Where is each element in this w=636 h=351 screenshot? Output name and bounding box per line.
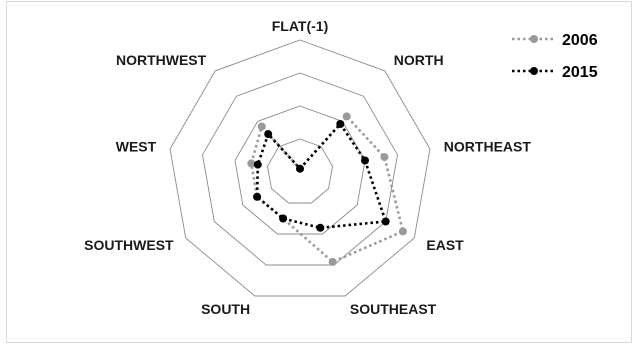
category-labels: FLAT(-1) NORTH NORTHEAST EAST SOUTHEAST SOUTH…: [84, 18, 531, 317]
legend-marker-2015: [530, 67, 538, 75]
axis-label-flat-1: FLAT(-1): [272, 18, 329, 34]
legend-marker-2006: [530, 35, 538, 43]
legend-item-2006: 2006: [512, 32, 598, 49]
grid-ring-1: [267, 138, 333, 204]
series-line-2015: [255, 121, 388, 230]
legend-label-2006: 2006: [562, 32, 598, 49]
data-point-2015-northwest: [264, 130, 273, 139]
data-point-2015-west: [253, 160, 262, 169]
series-layer: [247, 112, 407, 266]
data-point-2015-flat-1: [296, 164, 304, 173]
data-point-2015-north: [336, 120, 345, 128]
axis-label-north: NORTH: [394, 52, 444, 68]
grid-ring-2: [234, 105, 366, 235]
data-point-2015-northeast: [361, 156, 369, 165]
data-point-2006-southeast: [328, 257, 337, 266]
legend-label-2015: 2015: [562, 64, 598, 81]
data-point-2015-south: [279, 214, 288, 223]
chart-frame: [6, 1, 632, 343]
axis-label-southeast: SOUTHEAST: [350, 301, 437, 317]
legend-item-2015: 2015: [512, 64, 598, 81]
grid-ring-3: [202, 72, 398, 266]
axis-label-northeast: NORTHEAST: [444, 139, 532, 155]
data-point-2015-southeast: [316, 223, 325, 232]
data-point-2006-east: [398, 227, 407, 236]
radar-grid: [169, 39, 431, 297]
axis-label-northwest: NORTHWEST: [116, 52, 207, 68]
data-point-2006-west: [247, 159, 256, 168]
axis-label-southwest: SOUTHWEST: [84, 237, 174, 253]
axis-label-east: EAST: [426, 237, 464, 253]
data-point-2006-northeast: [380, 153, 389, 162]
axis-label-south: SOUTH: [201, 301, 250, 317]
series-2015: [253, 120, 390, 232]
data-point-2015-east: [381, 217, 390, 226]
data-point-2006-northwest: [257, 122, 266, 131]
axis-label-west: WEST: [116, 139, 157, 155]
grid-ring-4: [169, 39, 431, 297]
data-point-2015-southwest: [253, 192, 262, 201]
legend: 2006 2015: [512, 32, 598, 81]
data-point-2006-north: [342, 112, 351, 121]
